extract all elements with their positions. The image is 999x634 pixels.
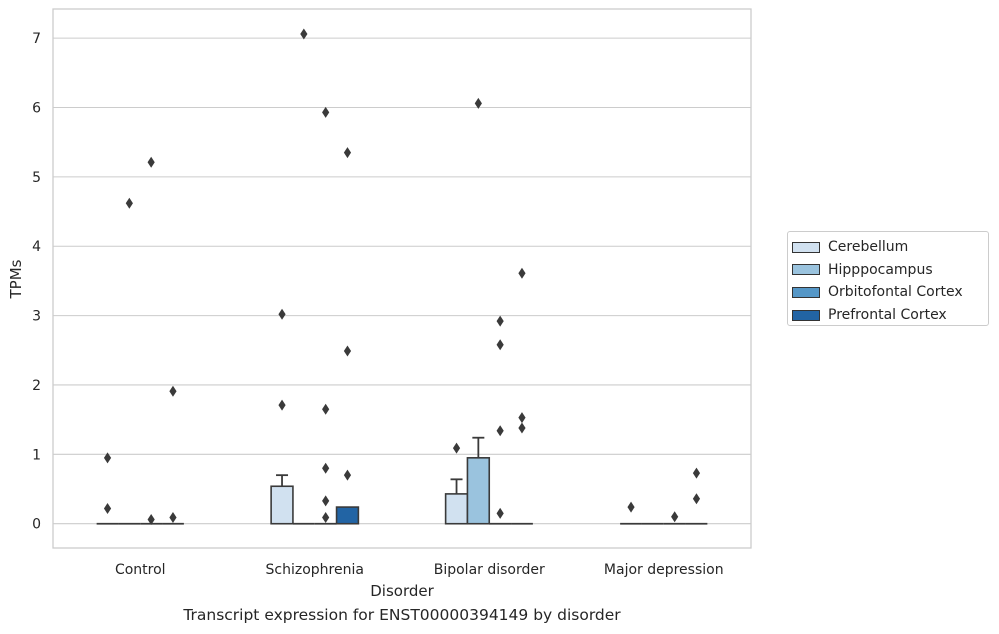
outlier-point <box>169 511 177 523</box>
y-tick-label: 7 <box>32 31 41 47</box>
y-tick-label: 6 <box>32 101 41 117</box>
outlier-point <box>322 495 330 507</box>
legend-label: Orbitofontal Cortex <box>828 284 963 301</box>
outlier-point <box>147 514 155 526</box>
legend-item: Cerebellum <box>792 236 988 259</box>
outlier-point <box>343 469 352 481</box>
outlier-point <box>518 422 526 434</box>
y-tick-labels: 0 1 2 3 4 5 6 7 <box>32 31 41 533</box>
y-tick-label: 0 <box>32 517 41 533</box>
outlier-point <box>627 501 635 513</box>
legend-swatch <box>792 309 820 321</box>
legend-item: Orbitofontal Cortex <box>792 281 988 304</box>
outlier-point <box>474 97 482 109</box>
legend-swatch <box>792 241 820 253</box>
outlier-point <box>496 425 504 437</box>
outlier-point <box>322 403 330 415</box>
y-tick-label: 4 <box>32 239 41 255</box>
outlier-point <box>322 106 330 118</box>
outlier-point <box>322 511 330 523</box>
plot-area <box>52 8 752 549</box>
legend-label: Hipppocampus <box>828 261 933 278</box>
bar <box>270 485 294 525</box>
legend-swatch <box>792 264 820 276</box>
bar <box>466 457 491 525</box>
legend-label: Prefrontal Cortex <box>828 307 947 324</box>
outlier-point <box>103 452 112 464</box>
legend: Cerebellum Hipppocampus Orbitofontal Corte… <box>787 231 989 326</box>
x-tick-label: Bipolar disorder <box>434 562 545 578</box>
outlier-point <box>169 385 177 397</box>
y-tick-label: 2 <box>32 378 41 394</box>
outlier-point <box>125 197 133 209</box>
outliers-layer <box>103 28 701 526</box>
legend-label: Cerebellum <box>828 239 909 256</box>
outlier-point <box>671 511 679 523</box>
y-tick-label: 1 <box>32 447 41 463</box>
x-tick-label: Schizophrenia <box>266 562 364 578</box>
outlier-point <box>518 267 526 279</box>
outlier-point <box>300 28 308 40</box>
bar <box>335 506 360 525</box>
x-tick-labels: Control Schizophrenia Bipolar disorder Majo… <box>115 562 724 578</box>
chart-caption: Transcript expression for ENST0000039414… <box>183 606 621 624</box>
outlier-point <box>343 345 352 357</box>
outlier-point <box>103 502 112 514</box>
legend-item: Hipppocampus <box>792 259 988 282</box>
x-axis-label: Disorder <box>370 582 434 600</box>
bar <box>444 493 469 525</box>
outlier-point <box>322 462 330 474</box>
outlier-point <box>496 315 504 327</box>
outlier-point <box>278 308 286 320</box>
y-tick-label: 5 <box>32 170 41 186</box>
legend-swatch <box>792 286 820 298</box>
legend-item: Prefrontal Cortex <box>792 304 988 327</box>
outlier-point <box>452 442 461 454</box>
y-axis-label: TPMs <box>7 259 25 299</box>
outlier-point <box>147 156 155 168</box>
outlier-point <box>496 339 504 351</box>
x-tick-label: Control <box>115 562 166 578</box>
bars-layer <box>96 436 708 525</box>
y-tick-label: 3 <box>32 309 41 325</box>
x-tick-label: Major depression <box>604 562 724 578</box>
outlier-point <box>278 399 286 411</box>
outlier-point <box>496 507 504 519</box>
outlier-point <box>343 147 352 159</box>
outlier-point <box>692 493 701 505</box>
outlier-point <box>518 412 526 424</box>
outlier-point <box>692 467 701 479</box>
